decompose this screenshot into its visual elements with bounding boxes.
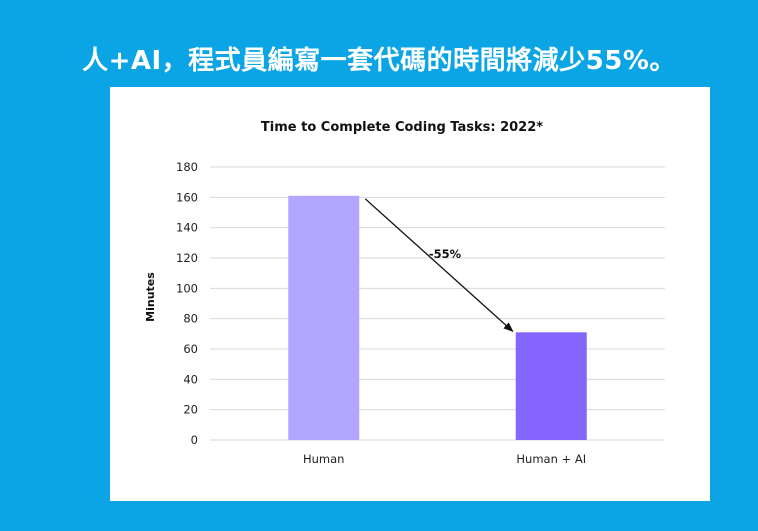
y-tick-label: 40 [183,372,198,386]
y-tick-label: 120 [176,251,198,265]
chart-title: Time to Complete Coding Tasks: 2022* [261,120,543,135]
y-axis-label: Minutes [144,272,157,322]
y-tick-label: 180 [176,160,198,174]
change-arrow [364,198,514,332]
category-label: Human + AI [516,452,586,466]
chart-card: Time to Complete Coding Tasks: 2022* Min… [110,87,710,501]
slide-title: 人+AI，程式員編寫一套代碼的時間將減少55%。 [82,46,676,76]
gridlines [210,166,665,441]
bar-human-ai [515,332,587,440]
y-tick-label: 80 [183,312,198,326]
bars [288,195,587,440]
y-tick-label: 60 [183,342,198,356]
y-tick-label: 0 [191,433,198,447]
change-annotation: -55% [364,198,514,332]
y-tick-label: 100 [176,281,198,295]
category-label: Human [303,452,344,466]
y-tick-label: 20 [183,403,198,417]
y-tick-labels: 0 20 40 60 80 100 120 140 160 180 [176,160,198,447]
y-tick-label: 160 [176,190,198,204]
bar-human [288,195,360,440]
y-tick-label: 140 [176,221,198,235]
category-labels: Human Human + AI [303,452,586,466]
bar-chart: Time to Complete Coding Tasks: 2022* Min… [144,120,665,466]
change-label: -55% [429,247,462,261]
